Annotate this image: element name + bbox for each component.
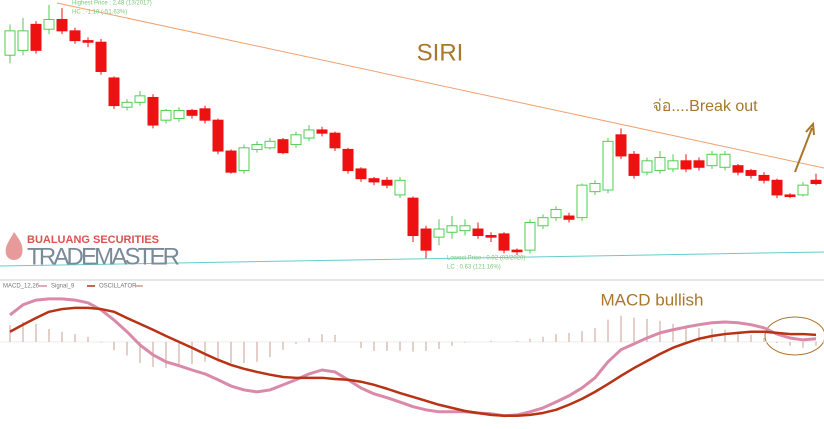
candle-body — [420, 228, 432, 251]
candle-body — [472, 228, 484, 237]
candle-body — [498, 233, 510, 251]
candle-body — [173, 109, 185, 120]
chart-title: SIRI — [417, 39, 464, 66]
candle-body — [537, 217, 549, 227]
legend-label: Signal_9 — [51, 284, 75, 290]
candle-body — [355, 168, 367, 180]
legend-label: OSCILLATOR — [99, 284, 137, 290]
candle-body — [225, 150, 237, 173]
candle-body — [641, 160, 653, 173]
candle-body — [394, 179, 406, 196]
annotation: Lowest Price : 0.92 (03/2020) — [447, 256, 525, 262]
candle-body — [550, 209, 562, 219]
candle-body — [82, 40, 94, 43]
candle-body — [732, 165, 744, 173]
moving-average — [0, 251, 824, 267]
legend-label: MACD_12,26 — [3, 284, 40, 290]
candle-body — [511, 249, 523, 253]
candle-body — [745, 170, 757, 176]
candle-body — [121, 101, 133, 108]
candle-body — [69, 30, 81, 42]
candle-body — [602, 140, 614, 191]
candle-body — [251, 144, 263, 150]
trend-line — [56, 2, 824, 169]
candle-body — [147, 96, 159, 126]
candle-body — [212, 119, 224, 152]
candle-body — [667, 160, 679, 170]
macd-line — [9, 306, 817, 417]
candle-body — [589, 183, 601, 193]
candle-body — [459, 225, 471, 232]
logo-product: TRADEMASTER — [27, 243, 180, 270]
logo-icon — [5, 232, 23, 260]
macd-annotation: MACD bullish — [601, 290, 704, 309]
candle-body — [329, 132, 341, 149]
candle-body — [368, 178, 380, 183]
candle-body — [771, 179, 783, 196]
annotation: HC : -1.10 (-51.63%) — [72, 10, 127, 16]
candle-body — [407, 197, 419, 237]
candle-body — [134, 95, 146, 103]
candle-body — [381, 179, 393, 186]
candle-body — [95, 41, 107, 72]
candle-body — [615, 134, 627, 157]
candle-body — [43, 18, 55, 30]
candle-body — [797, 184, 809, 196]
logo: BUALUANG SECURITIES TRADEMASTER — [5, 232, 180, 270]
legend: MACD_12,26 Signal_9 OSCILLATOR — [3, 284, 143, 290]
candle-body — [160, 109, 172, 121]
candle-body — [576, 184, 588, 219]
candle-body — [186, 109, 198, 116]
candle-body — [108, 77, 120, 107]
candle-body — [30, 23, 42, 51]
candle-body — [238, 147, 250, 172]
candle-body — [446, 225, 458, 233]
macd-line — [9, 297, 817, 418]
candle-body — [810, 179, 822, 185]
candle-body — [433, 228, 445, 238]
candle-body — [693, 160, 705, 168]
candle-body — [485, 235, 497, 238]
annotation: LC : 0.63 (121.16%) — [447, 265, 501, 271]
candle-body — [628, 153, 640, 176]
candle-body — [303, 129, 315, 139]
candle-body — [524, 222, 536, 251]
candle-body — [199, 108, 211, 121]
candle-body — [342, 148, 354, 172]
annotation: จ่อ....Break out — [652, 98, 758, 115]
candle-body — [277, 139, 289, 154]
candle-body — [706, 153, 718, 167]
candle-body — [784, 194, 796, 198]
candle-body — [654, 157, 666, 172]
annotation: Highest Price : 2.48 (13/2017) — [72, 1, 152, 7]
candle-body — [758, 174, 770, 181]
candle-body — [56, 18, 68, 32]
arrow — [794, 127, 813, 173]
candle-body — [4, 30, 16, 56]
highlight-circle — [764, 316, 824, 356]
candle-body — [264, 140, 276, 149]
candle-body — [17, 30, 29, 51]
candle-body — [719, 153, 731, 168]
candle-body — [680, 160, 692, 170]
arrow-head — [805, 121, 815, 136]
candle-body — [290, 134, 302, 146]
candle-body — [316, 129, 328, 134]
candle-body — [563, 215, 575, 220]
logo-company: BUALUANG SECURITIES — [27, 234, 159, 246]
